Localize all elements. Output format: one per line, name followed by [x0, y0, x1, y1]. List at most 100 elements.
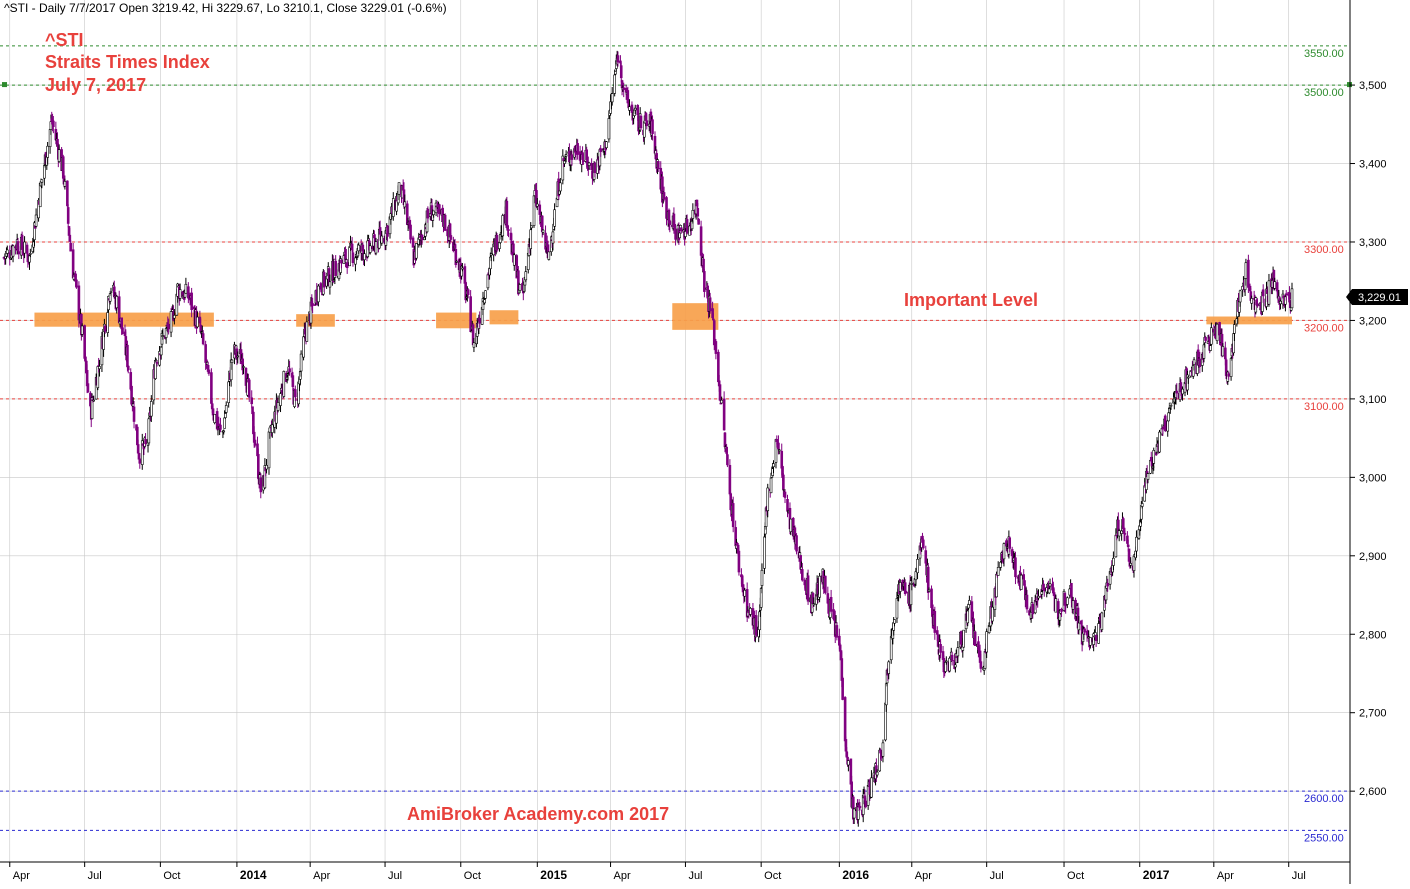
- candle-body: [23, 241, 26, 254]
- candle-body: [1202, 344, 1206, 359]
- candle-body: [121, 327, 124, 335]
- candle-body: [783, 491, 787, 498]
- candle-body: [1117, 530, 1121, 537]
- candle-body: [1146, 473, 1150, 480]
- candle-body: [484, 290, 487, 299]
- candle-body: [1273, 281, 1277, 289]
- candle-body: [1060, 608, 1063, 612]
- candle-body: [147, 418, 151, 444]
- candle-body: [599, 148, 602, 152]
- candle-body: [775, 439, 779, 443]
- candle-body: [1229, 358, 1233, 377]
- candle-body: [100, 336, 104, 366]
- candle-body: [1123, 533, 1127, 535]
- candle-body: [443, 214, 447, 231]
- title-ticker: ^STI: [45, 30, 84, 50]
- candle-body: [263, 465, 267, 489]
- candle-body: [178, 289, 182, 299]
- candle-body: [536, 203, 539, 207]
- candle-body: [703, 271, 706, 292]
- candle-body: [847, 760, 850, 766]
- candle-body: [1250, 298, 1253, 304]
- chart-header: ^STI - Daily 7/7/2017 Open 3219.42, Hi 3…: [4, 1, 447, 15]
- candle-body: [720, 399, 723, 404]
- candle-body: [926, 566, 930, 593]
- x-tick-label: Oct: [163, 870, 180, 882]
- candle-body: [875, 771, 879, 776]
- support-zone: [296, 314, 335, 327]
- candle-body: [211, 408, 215, 416]
- candle-body: [1022, 574, 1026, 580]
- candle-body: [159, 346, 163, 356]
- candle-body: [1218, 322, 1221, 336]
- candle-body: [56, 138, 59, 147]
- candle-body: [1023, 580, 1026, 586]
- x-tick-label: 2016: [842, 868, 869, 882]
- candle-body: [678, 232, 681, 239]
- candle-body: [881, 742, 885, 757]
- candle-body: [712, 320, 716, 346]
- candle-body: [731, 503, 735, 528]
- candle-body: [279, 393, 282, 406]
- y-tick-label: 2,600: [1359, 786, 1387, 798]
- important-level-annotation: Important Level: [904, 290, 1038, 310]
- candle-body: [250, 397, 254, 405]
- candle-body: [962, 629, 965, 648]
- candle-body: [1166, 420, 1170, 432]
- candle-body: [431, 214, 435, 221]
- candle-body: [829, 597, 833, 612]
- candle-body: [317, 285, 320, 303]
- candle-body: [334, 260, 337, 276]
- candle-body: [697, 218, 700, 225]
- candle-body: [106, 312, 109, 333]
- candle-body: [968, 600, 971, 605]
- x-tick-label: Jul: [1292, 870, 1306, 882]
- candle-body: [858, 805, 862, 809]
- candle-body: [718, 384, 722, 401]
- candle-body: [743, 589, 747, 597]
- candle-body: [242, 366, 245, 368]
- candle-body: [265, 465, 268, 470]
- title-date: July 7, 2017: [45, 75, 146, 95]
- candle-body: [1025, 594, 1029, 610]
- candle-body: [985, 631, 988, 653]
- candle-body: [144, 439, 147, 445]
- candle-body: [1227, 373, 1230, 377]
- candle-body: [512, 254, 516, 266]
- candle-body: [397, 182, 401, 195]
- candle-body: [1175, 390, 1179, 394]
- candle-body: [92, 399, 96, 402]
- candle-body: [244, 367, 248, 386]
- candle-body: [1204, 337, 1207, 341]
- candle-body: [532, 195, 536, 226]
- candle-body: [956, 647, 960, 657]
- candle-body: [1161, 427, 1165, 430]
- x-tick-label: Apr: [13, 870, 30, 882]
- candle-body: [1040, 591, 1044, 595]
- candle-body: [74, 273, 77, 280]
- level-label: 2600.00: [1304, 793, 1344, 805]
- candle-body: [530, 225, 533, 229]
- candle-body: [115, 296, 119, 309]
- candle-body: [835, 625, 839, 638]
- candle-body: [33, 222, 36, 240]
- candle-body: [46, 145, 49, 158]
- candle-body: [288, 368, 291, 373]
- candle-body: [515, 255, 519, 279]
- last-price-pointer: [1346, 289, 1352, 305]
- candle-body: [253, 439, 257, 446]
- candle-body: [201, 333, 205, 345]
- title-index-name: Straits Times Index: [45, 52, 210, 72]
- candle-body: [576, 143, 579, 155]
- candle-body: [126, 365, 130, 371]
- candle-body: [29, 253, 32, 255]
- axis-layer: 2,600 2,700 2,800 2,900 3,000 3,100 3,200 3,300…: [0, 0, 1387, 884]
- candle-body: [155, 362, 159, 364]
- level-label: 3500.00: [1304, 87, 1344, 99]
- x-tick-label: Jul: [388, 870, 402, 882]
- candle-body: [538, 204, 542, 215]
- candle-body: [973, 631, 977, 646]
- candle-body: [1275, 282, 1279, 292]
- candle-body: [368, 245, 372, 253]
- candle-body: [1244, 262, 1248, 279]
